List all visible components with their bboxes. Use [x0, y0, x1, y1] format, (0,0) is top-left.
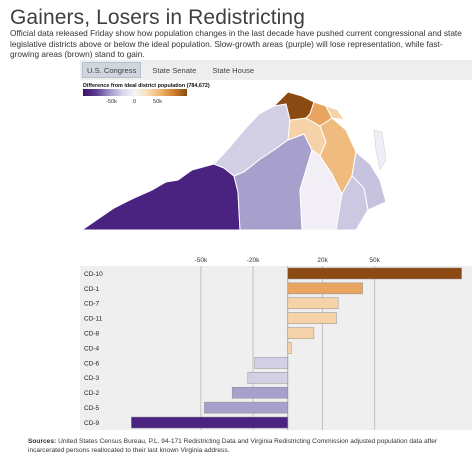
legend-tick-pos: 50k — [153, 99, 163, 105]
bar-chart-svg: -50k -20k 20k 50k CD-10 CD-1 CD-7 CD-11 CD-8 CD-4… — [80, 257, 472, 430]
bar-cd-8 — [287, 327, 315, 339]
x-tick-label: 50k — [369, 257, 380, 264]
bar-cd-2 — [231, 386, 289, 399]
bar-cd-10 — [287, 267, 462, 280]
category-label: CD-1 — [84, 286, 100, 293]
bar-cd-1 — [287, 282, 363, 295]
tab-us-congress[interactable]: U.S. Congress — [82, 62, 142, 78]
bar-cd-7 — [287, 297, 339, 310]
legend-tick-neg: -50k — [106, 99, 117, 105]
category-label: CD-8 — [84, 330, 100, 337]
map-district-cd2[interactable] — [351, 151, 387, 211]
x-tick-label: -20k — [247, 257, 260, 264]
tab-state-senate[interactable]: State Senate — [152, 66, 197, 75]
x-tick-label: 20k — [317, 257, 328, 264]
map-eastern-shore — [373, 129, 387, 171]
legend-color-scale — [83, 89, 187, 96]
page-title: Gainers, Losers in Redistricting — [10, 6, 305, 29]
bar-cd-6 — [254, 357, 289, 369]
category-label: CD-10 — [84, 271, 103, 278]
bar-cd-4 — [287, 342, 292, 354]
legend-tick-zero: 0 — [133, 99, 137, 105]
category-label: CD-2 — [84, 390, 100, 397]
category-label: CD-5 — [84, 405, 100, 412]
category-label: CD-11 — [84, 316, 103, 323]
district-type-tabs: U.S. Congress State Senate State House — [80, 60, 472, 80]
bar-cd-5 — [204, 401, 289, 414]
category-label: CD-7 — [84, 301, 100, 308]
virginia-district-map — [80, 91, 387, 231]
bar-cd-3 — [247, 372, 289, 384]
sources-note: Sources: United States Census Bureau, P.… — [28, 437, 468, 456]
map-district-cd9[interactable] — [80, 163, 241, 231]
page-subtitle: Official data released Friday show how p… — [10, 28, 462, 60]
category-label: CD-3 — [84, 375, 100, 382]
legend-title: Difference from ideal district populatio… — [83, 83, 210, 89]
category-label: CD-6 — [84, 360, 100, 367]
map-district-cd8[interactable] — [325, 105, 345, 121]
bar-cd-9 — [131, 416, 289, 429]
x-tick-label: -50k — [195, 257, 208, 264]
tab-state-house[interactable]: State House — [212, 66, 255, 75]
sources-text: United States Census Bureau, P.L. 94-171… — [28, 438, 438, 455]
bar-chart: -50k -20k 20k 50k CD-10 CD-1 CD-7 CD-11 CD-8 CD-4… — [80, 254, 472, 430]
category-label: CD-9 — [84, 420, 100, 427]
category-label: CD-4 — [84, 345, 100, 352]
bar-cd-11 — [287, 312, 337, 324]
sources-label: Sources: — [28, 438, 57, 445]
